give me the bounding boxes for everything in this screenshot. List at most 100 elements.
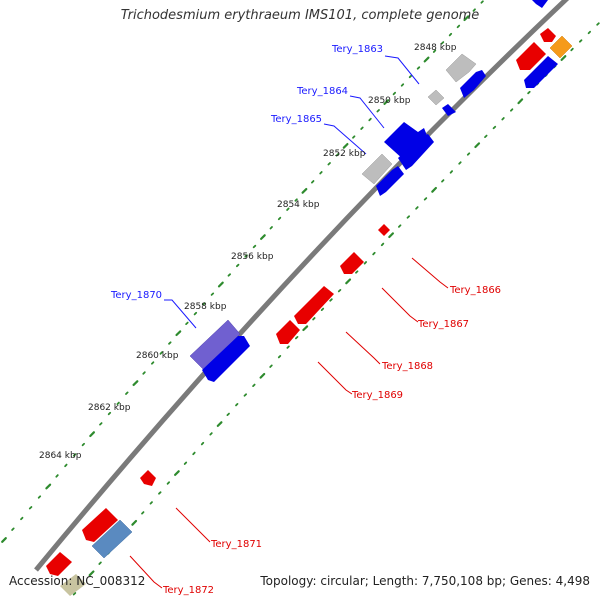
tick-dot [383,99,390,106]
tick-dot [260,234,266,240]
gene-feature[interactable] [540,28,556,42]
tick-dot [88,570,95,577]
gene-feature[interactable] [516,42,546,70]
tick-dot [217,281,224,288]
gene-feature[interactable] [361,153,393,185]
tick-dot [20,516,24,521]
gene-feature[interactable] [532,0,548,8]
genome-backbone [34,0,570,572]
gene-feature[interactable] [445,53,477,83]
reverse-strand-features [46,28,573,576]
gene-label-tery-1868[interactable]: Tery_1868 [381,361,433,372]
gene-label-tery-1865[interactable]: Tery_1865 [270,114,322,125]
tick-dot [329,298,333,302]
tick-dot [244,254,248,258]
tick-dot [400,83,405,87]
accession-label: Accession: NC_008312 [9,574,146,588]
gene-label-tery-1869[interactable]: Tery_1869 [351,390,403,401]
leader-line [411,257,449,289]
tick-dot [579,39,583,43]
gene-feature[interactable] [46,552,72,576]
tick-dot [243,393,248,397]
leader-line [164,299,197,329]
tick-dot [294,335,299,340]
tick-dot [294,198,298,202]
gene-feature[interactable] [442,104,456,116]
tick-dot [392,91,397,96]
tick-dot [166,481,171,485]
gene-feature[interactable] [340,252,364,274]
forward-leader-lines [164,55,420,329]
gene-feature[interactable] [189,319,241,371]
tick-dot [423,197,428,201]
tick-dot [99,422,103,426]
gene-feature[interactable] [398,134,434,170]
gene-label-tery-1867[interactable]: Tery_1867 [417,319,469,330]
leader-line [317,361,353,395]
map-title: Trichodesmium erythraeum IMS101, complet… [120,8,480,23]
gene-label-tery-1871[interactable]: Tery_1871 [210,539,262,550]
tick-dot [355,270,359,274]
tick-dot [175,330,182,337]
gene-feature[interactable] [460,70,486,98]
gene-feature[interactable] [202,336,250,382]
tick-dot [320,307,325,312]
tick-dot [235,402,239,407]
tick-dot [458,161,462,165]
tick-dot [252,244,257,249]
gene-feature[interactable] [384,122,428,160]
gene-label-tery-1870[interactable]: Tery_1870 [110,290,162,301]
tick-dot [202,302,206,306]
tick-dot [312,317,316,321]
gene-label-tery-1864[interactable]: Tery_1864 [296,86,348,97]
gene-feature[interactable] [549,35,573,59]
tick-dot [1,537,7,543]
tick-dot [210,292,215,296]
tick-dot [116,401,120,406]
gene-feature[interactable] [60,574,86,596]
tick-dot [269,364,273,368]
gene-label-tery-1866[interactable]: Tery_1866 [449,285,501,296]
gene-feature[interactable] [427,89,445,106]
tick-dot [200,441,205,446]
tick-dot [192,451,196,456]
tick-dot [310,180,315,184]
tick-dot [335,153,340,157]
tick-dot [227,273,232,277]
tick-dot [81,442,85,447]
gene-label-tery-1863[interactable]: Tery_1863 [331,44,383,55]
gene-feature[interactable] [276,320,300,344]
tick-dot [132,380,139,386]
gene-label-tery-1872[interactable]: Tery_1872 [162,585,214,596]
leader-line [384,55,420,85]
kbp-label: 2850 kbp [368,96,411,106]
tick-dot [363,261,368,265]
gene-feature[interactable] [82,508,118,542]
tick-dot [397,224,402,228]
leader-line [175,507,211,543]
gene-feature[interactable] [294,286,334,324]
tick-dot [501,117,505,121]
leader-line [129,555,163,589]
gene-feature[interactable] [524,56,558,88]
tick-dot [277,216,282,221]
tick-dot [98,561,102,565]
gene-feature[interactable] [378,224,390,236]
leader-line [345,331,381,365]
reverse-gene-labels: Tery_1866 Tery_1867 Tery_1868 Tery_1869 … [162,285,501,596]
leader-line [349,95,385,129]
tick-dot [301,188,308,194]
tick-dot [89,431,96,438]
tick-dot [174,470,180,476]
forward-strand-features [60,0,548,596]
tick-dot [252,383,256,388]
tick-dot [209,432,213,436]
gene-feature[interactable] [140,470,156,486]
gene-feature[interactable] [91,519,133,559]
tick-dot [406,215,411,219]
tick-dot [415,206,419,210]
tick-dot [517,98,524,105]
gene-feature[interactable] [376,166,404,196]
